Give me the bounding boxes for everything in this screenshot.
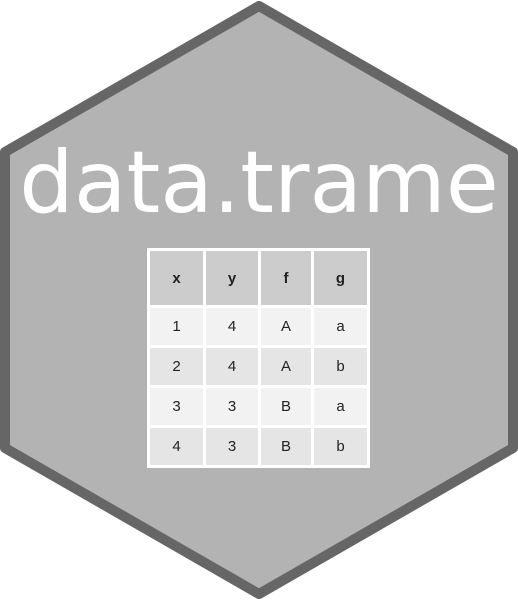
table-cell: B — [261, 428, 311, 465]
table-cell: 3 — [206, 428, 258, 465]
table-row: 1 4 A a — [150, 308, 367, 345]
table-cell: 4 — [150, 428, 203, 465]
data-table: x y f g 1 4 A a 2 4 A b 3 3 B a 4 3 B b — [147, 248, 370, 468]
logo-title: data.trame — [19, 133, 499, 233]
column-header-g: g — [314, 251, 367, 305]
column-header-f: f — [261, 251, 311, 305]
table-cell: 4 — [206, 348, 258, 385]
table-cell: 3 — [206, 388, 258, 425]
table-cell: a — [314, 308, 367, 345]
column-header-y: y — [206, 251, 258, 305]
table-cell: 1 — [150, 308, 203, 345]
table-cell: 2 — [150, 348, 203, 385]
table-cell: a — [314, 388, 367, 425]
column-header-x: x — [150, 251, 203, 305]
table-header-row: x y f g — [150, 251, 367, 305]
table-row: 4 3 B b — [150, 428, 367, 465]
table-cell: b — [314, 348, 367, 385]
table-cell: B — [261, 388, 311, 425]
table-cell: b — [314, 428, 367, 465]
table-cell: 3 — [150, 388, 203, 425]
table-cell: A — [261, 348, 311, 385]
table-row: 2 4 A b — [150, 348, 367, 385]
table-cell: A — [261, 308, 311, 345]
table-cell: 4 — [206, 308, 258, 345]
table-row: 3 3 B a — [150, 388, 367, 425]
